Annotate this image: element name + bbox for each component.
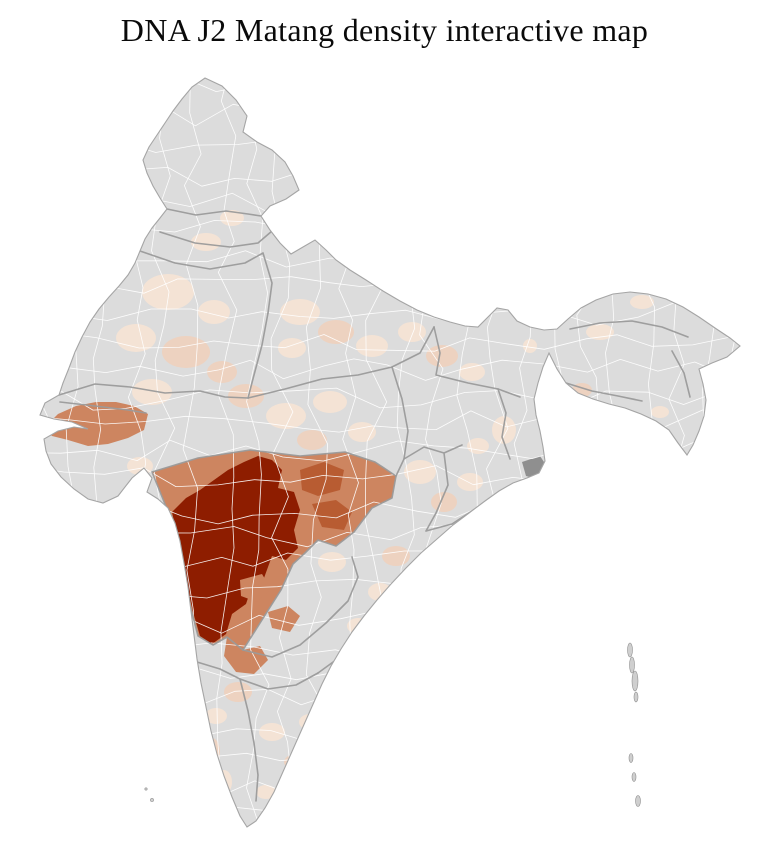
district-region[interactable]	[198, 300, 230, 324]
district-region[interactable]	[651, 406, 669, 418]
india-landmass[interactable]	[40, 78, 740, 827]
lakshadweep-islands[interactable]	[144, 787, 154, 802]
district-region[interactable]	[297, 430, 327, 450]
district-region[interactable]	[398, 322, 426, 342]
district-border-line	[40, 164, 739, 187]
district-border-line	[690, 78, 716, 825]
district-border-line	[40, 217, 713, 241]
district-border-line	[40, 78, 734, 97]
district-region[interactable]	[467, 438, 489, 454]
district-border-line	[637, 78, 658, 807]
district-region[interactable]	[356, 335, 388, 357]
district-region[interactable]	[259, 723, 285, 741]
district-border-line	[598, 78, 623, 814]
district-region[interactable]	[313, 391, 347, 413]
district-region[interactable]	[404, 460, 436, 484]
district-border-line	[40, 688, 740, 713]
district-high-density-core[interactable]	[172, 456, 300, 644]
page-title: DNA J2 Matang density interactive map	[120, 12, 649, 48]
district-border-line	[40, 358, 738, 381]
district-region[interactable]	[431, 492, 457, 512]
district-gujarat-mid[interactable]	[44, 402, 148, 446]
district-border-line	[40, 667, 731, 689]
district-region[interactable]	[127, 457, 153, 475]
district-region[interactable]	[586, 324, 614, 340]
andaman-nicobar-islands[interactable]	[627, 642, 641, 807]
district-region[interactable]	[459, 363, 485, 381]
district-region[interactable]	[256, 785, 276, 799]
district-region[interactable]	[523, 339, 537, 353]
district-region[interactable]	[220, 210, 244, 226]
district-border-line	[270, 78, 294, 808]
district-region[interactable]	[312, 500, 352, 530]
district-region[interactable]	[191, 233, 221, 251]
district-border-line	[544, 78, 566, 814]
district-border-line	[40, 803, 737, 824]
district-border-line	[575, 78, 600, 827]
district-region[interactable]	[318, 320, 354, 344]
district-region[interactable]	[457, 473, 483, 491]
india-outline	[39, 77, 741, 828]
district-border-line	[726, 78, 740, 809]
district-border-line	[40, 131, 731, 155]
district-border-line	[40, 719, 740, 742]
district-region[interactable]	[228, 384, 264, 408]
district-region[interactable]	[207, 361, 237, 383]
district-border-line	[40, 611, 720, 634]
district-region[interactable]	[224, 637, 268, 674]
district-border-line	[216, 78, 238, 814]
district-region[interactable]	[132, 379, 172, 405]
district-region[interactable]	[318, 552, 346, 572]
district-region[interactable]	[278, 338, 306, 358]
district-region[interactable]	[280, 299, 320, 325]
masked-area-kutch[interactable]	[36, 417, 50, 432]
district-border-line	[246, 78, 270, 827]
district-border-line	[40, 752, 733, 776]
district-border-line	[40, 333, 734, 352]
district-region[interactable]	[205, 708, 227, 724]
district-region[interactable]	[162, 336, 210, 368]
district-region[interactable]	[426, 345, 458, 367]
district-region[interactable]	[142, 274, 194, 310]
district-border-line	[40, 102, 740, 127]
district-border-line	[40, 578, 740, 602]
district-region[interactable]	[300, 462, 344, 496]
district-region[interactable]	[240, 574, 271, 602]
district-region[interactable]	[224, 682, 252, 702]
district-border-line	[40, 190, 740, 215]
district-region[interactable]	[266, 403, 306, 429]
district-border-line	[40, 640, 718, 664]
district-region[interactable]	[630, 295, 654, 309]
